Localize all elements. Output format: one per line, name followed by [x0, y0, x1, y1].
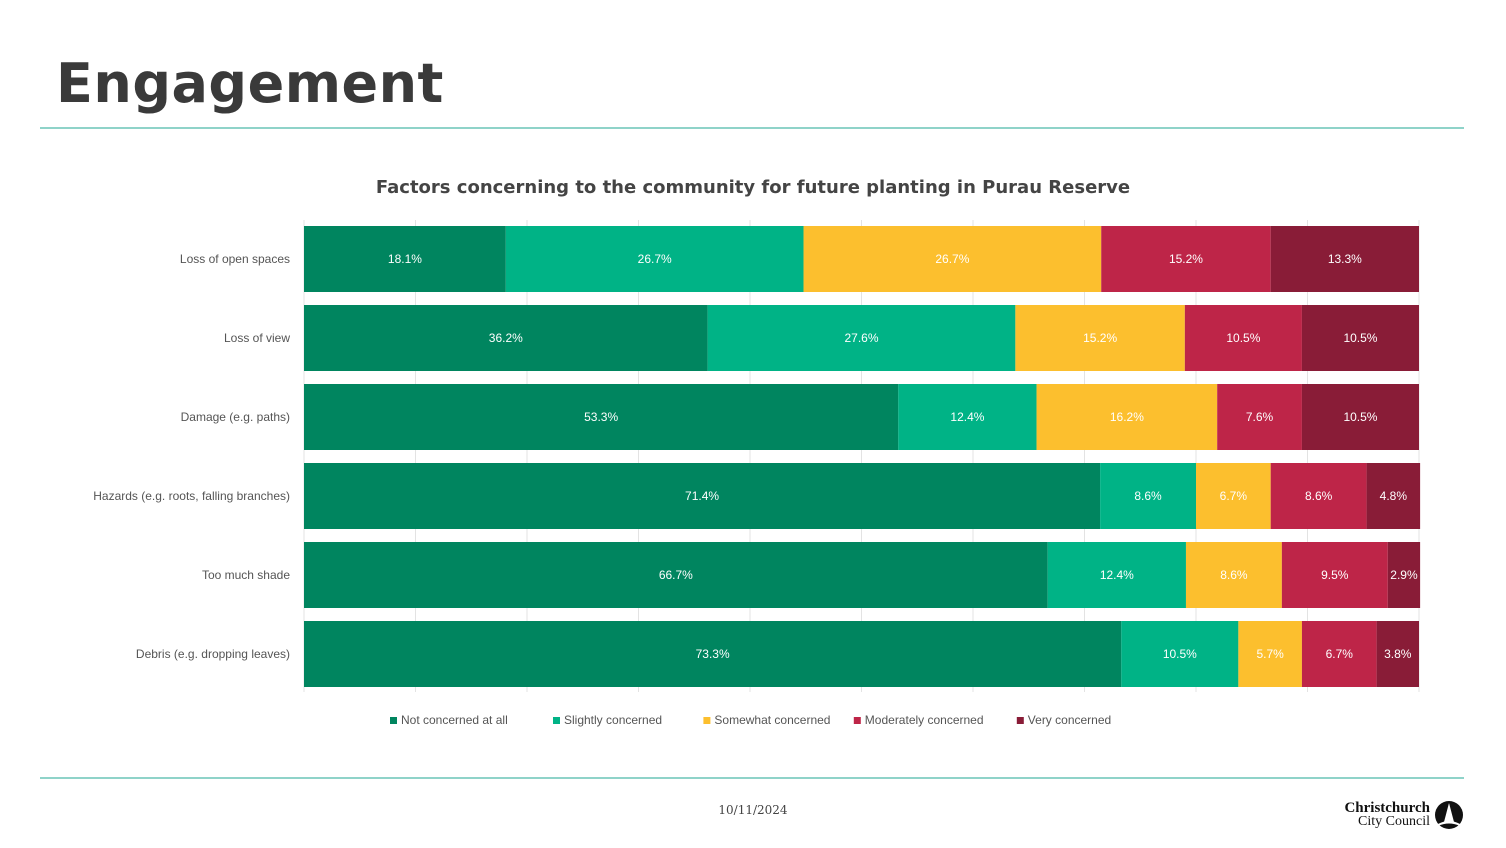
bar-segment [1270, 226, 1419, 292]
legend-label: Somewhat concerned [714, 713, 830, 727]
legend-swatch [853, 717, 861, 724]
data-label: 6.7% [1220, 489, 1248, 503]
bar-segment [898, 384, 1037, 450]
legend-label: Very concerned [1028, 713, 1111, 727]
footer-date: 10/11/2024 [718, 803, 788, 817]
logo-line-1: Christchurch [1344, 800, 1430, 816]
bar-segment [1196, 463, 1271, 529]
bar-segment [1301, 305, 1419, 371]
legend: Not concerned at all Slightly concerned So… [390, 713, 1111, 727]
data-label: 26.7% [935, 252, 969, 266]
bar-segment [1301, 621, 1377, 687]
bar-segment [304, 463, 1101, 529]
data-label: 15.2% [1169, 252, 1203, 266]
data-label: 8.6% [1134, 489, 1162, 503]
data-label: 16.2% [1110, 410, 1144, 424]
bar-segment [1121, 621, 1239, 687]
data-label: 26.7% [638, 252, 672, 266]
bar-segment [1270, 463, 1367, 529]
category-label: Damage (e.g. paths) [181, 410, 290, 424]
category-labels: Loss of open spaces Loss of view Damage (e… [93, 252, 290, 661]
bar-segment [1366, 463, 1421, 529]
bar-segment [505, 226, 804, 292]
data-label: 36.2% [489, 331, 523, 345]
data-label: 8.6% [1220, 568, 1248, 582]
bar-segment [304, 305, 708, 371]
bar-segment [304, 542, 1048, 608]
data-label: 15.2% [1083, 331, 1117, 345]
category-label: Hazards (e.g. roots, falling branches) [93, 489, 290, 503]
data-label: 10.5% [1163, 647, 1197, 661]
data-label: 73.3% [696, 647, 730, 661]
category-label: Loss of open spaces [180, 252, 290, 266]
data-label: 12.4% [950, 410, 984, 424]
logo-text: Christchurch City Council [1344, 801, 1430, 829]
bar-segment [1015, 305, 1185, 371]
bars: 18.1% 26.7% 26.7% 15.2% 13.3% 36.2% 27.6% 15.2%… [304, 226, 1421, 687]
data-label: 7.6% [1246, 410, 1274, 424]
bar-segment [707, 305, 1016, 371]
category-label: Debris (e.g. dropping leaves) [136, 647, 290, 661]
stacked-bar-chart: Factors concerning to the community for … [93, 177, 1421, 727]
legend-swatch [390, 717, 397, 724]
bar-segment [304, 621, 1122, 687]
data-label: 53.3% [584, 410, 618, 424]
bar-segment [304, 226, 506, 292]
data-label: 12.4% [1100, 568, 1134, 582]
data-label: 18.1% [388, 252, 422, 266]
data-label: 27.6% [844, 331, 878, 345]
slide-title: Engagement [56, 52, 444, 115]
data-label: 66.7% [659, 568, 693, 582]
data-label: 3.8% [1384, 647, 1412, 661]
data-label: 5.7% [1256, 647, 1284, 661]
title-divider [40, 127, 1464, 129]
bar-segment [304, 384, 899, 450]
bar-segment [1376, 621, 1419, 687]
bar-segment [1185, 542, 1282, 608]
category-label: Too much shade [202, 568, 290, 582]
bar-segment [1281, 542, 1388, 608]
data-label: 71.4% [685, 489, 719, 503]
bar-segment [1184, 305, 1302, 371]
data-label: 10.5% [1343, 331, 1377, 345]
legend-label: Not concerned at all [401, 713, 508, 727]
legend-swatch [1016, 717, 1024, 724]
gridlines [303, 220, 1420, 692]
data-label: 10.5% [1343, 410, 1377, 424]
data-label: 9.5% [1321, 568, 1349, 582]
bar-segment [1100, 463, 1196, 529]
bar-segment [1238, 621, 1302, 687]
bar-segment [1301, 384, 1419, 450]
bar-segment [803, 226, 1102, 292]
bar-segment [1036, 384, 1218, 450]
bar-segment [1047, 542, 1186, 608]
legend-label: Slightly concerned [564, 713, 662, 727]
legend-swatch [553, 717, 560, 724]
data-label: 10.5% [1226, 331, 1260, 345]
category-label: Loss of view [224, 331, 290, 345]
chart-title: Factors concerning to the community for … [376, 177, 1130, 198]
data-label: 4.8% [1380, 489, 1408, 503]
cathedral-emblem-icon [1435, 801, 1463, 829]
legend-label: Moderately concerned [865, 713, 984, 727]
footer-divider [40, 777, 1464, 779]
council-logo: Christchurch City Council [1344, 800, 1464, 830]
bar-segment [1101, 226, 1271, 292]
data-label: 13.3% [1328, 252, 1362, 266]
data-label: 2.9% [1390, 568, 1418, 582]
legend-swatch [703, 717, 711, 724]
bar-segment [1387, 542, 1421, 608]
data-label: 6.7% [1326, 647, 1354, 661]
data-label: 8.6% [1305, 489, 1333, 503]
logo-line-2: City Council [1358, 814, 1430, 829]
bar-segment [1217, 384, 1302, 450]
